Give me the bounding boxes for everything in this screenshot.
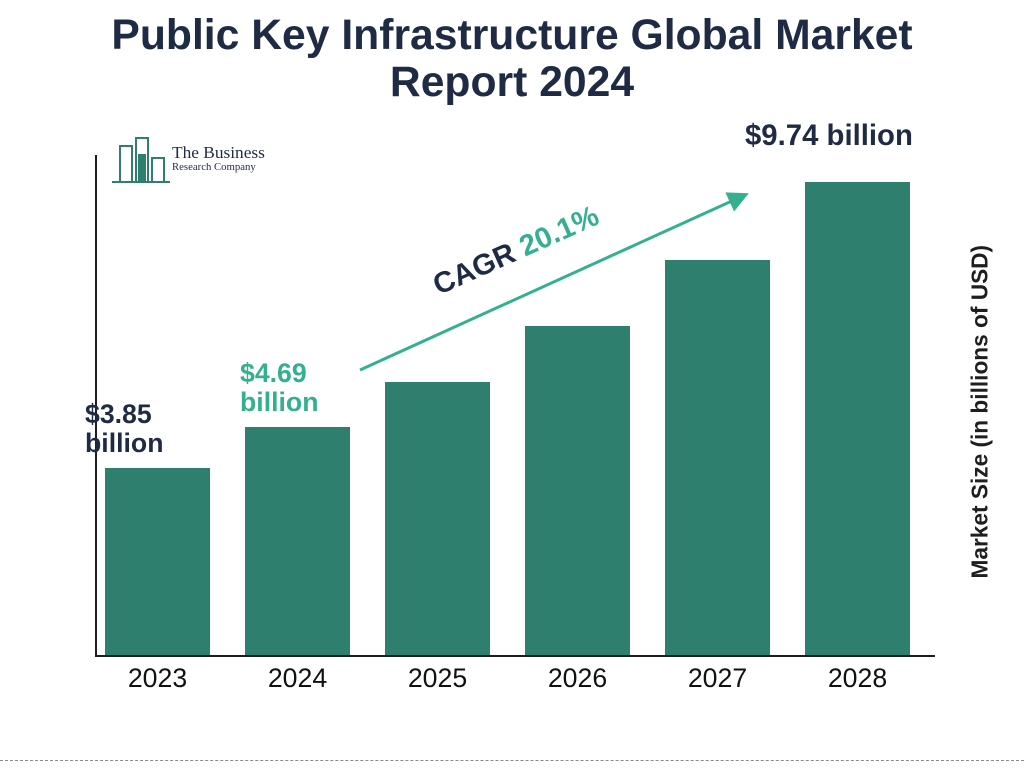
bar-chart xyxy=(95,155,935,655)
bar xyxy=(525,326,630,655)
x-axis xyxy=(95,655,935,657)
y-axis-label: Market Size (in billions of USD) xyxy=(967,279,994,579)
x-tick-label: 2028 xyxy=(805,663,910,694)
bar xyxy=(245,427,350,655)
value-label: $9.74 billion xyxy=(745,120,913,152)
x-tick-label: 2023 xyxy=(105,663,210,694)
x-tick-label: 2026 xyxy=(525,663,630,694)
value-label: $4.69 billion xyxy=(240,359,318,418)
value-label: $3.85 billion xyxy=(85,400,163,459)
bar xyxy=(805,182,910,655)
x-tick-label: 2024 xyxy=(245,663,350,694)
x-tick-label: 2027 xyxy=(665,663,770,694)
bar xyxy=(665,260,770,655)
bar xyxy=(105,468,210,655)
bottom-divider xyxy=(0,760,1024,761)
bar xyxy=(385,382,490,655)
x-tick-label: 2025 xyxy=(385,663,490,694)
page-title: Public Key Infrastructure Global MarketR… xyxy=(0,12,1024,106)
chart-page: Public Key Infrastructure Global MarketR… xyxy=(0,0,1024,768)
